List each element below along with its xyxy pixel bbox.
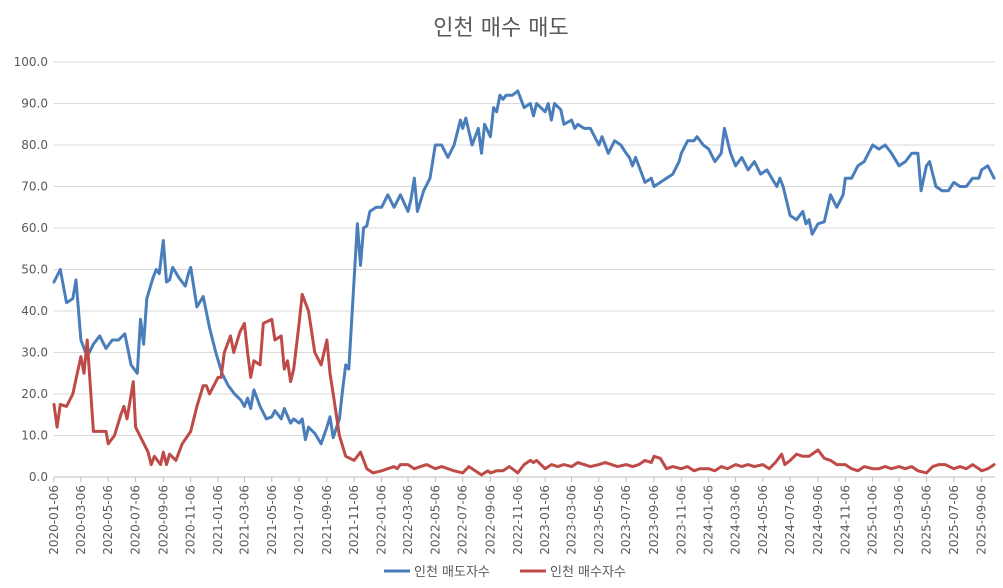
y-tick-label: 50.0: [21, 263, 48, 277]
x-tick-label: 2020-03-06: [74, 485, 88, 555]
x-tick-label: 2025-05-06: [919, 485, 933, 555]
x-tick-label: 2020-11-06: [184, 485, 198, 555]
y-tick-label: 80.0: [21, 138, 48, 152]
y-tick-label: 100.0: [14, 55, 48, 69]
y-axis: 0.0 10.0 20.0 30.0 40.0 50.0 60.0 70.0 80.0 90.0 1…: [14, 55, 995, 484]
y-tick-label: 70.0: [21, 180, 48, 194]
x-tick-label: 2021-11-06: [347, 485, 361, 555]
x-tick-label: 2023-03-06: [565, 485, 579, 555]
x-tick-label: 2025-09-06: [975, 485, 989, 555]
x-tick-label: 2023-09-06: [647, 485, 661, 555]
x-tick-label: 2022-01-06: [375, 485, 389, 555]
legend: 인천 매도자수 인천 매수자수: [384, 565, 626, 580]
x-tick-label: 2023-11-06: [674, 485, 688, 555]
x-tick-label: 2020-07-06: [129, 485, 143, 555]
x-tick-label: 2021-05-06: [265, 485, 279, 555]
x-tick-label: 2024-07-06: [783, 485, 797, 555]
x-tick-label: 2021-01-06: [211, 485, 225, 555]
x-tick-label: 2021-03-06: [237, 485, 251, 555]
x-tick-label: 2021-07-06: [292, 485, 306, 555]
x-tick-label: 2024-09-06: [811, 485, 825, 555]
x-tick-label: 2022-07-06: [456, 485, 470, 555]
x-tick-label: 2025-07-06: [947, 485, 961, 555]
series-group: [52, 89, 996, 477]
y-tick-label: 0.0: [29, 470, 48, 484]
x-tick-label: 2022-11-06: [511, 485, 525, 555]
x-tick-label: 2022-09-06: [483, 485, 497, 555]
x-tick-label: 2021-09-06: [320, 485, 334, 555]
y-tick-label: 30.0: [21, 346, 48, 360]
x-axis: 2020-01-06 2020-03-06 2020-05-06 2020-07-06…: [47, 477, 989, 555]
y-tick-label: 10.0: [21, 429, 48, 443]
series-line-2: [52, 292, 996, 477]
grid-lines: [54, 61, 995, 436]
x-tick-label: 2020-09-06: [156, 485, 170, 555]
x-tick-label: 2023-01-06: [538, 485, 552, 555]
x-tick-label: 2022-03-06: [401, 485, 415, 555]
x-tick-label: 2024-03-06: [729, 485, 743, 555]
x-tick-label: 2020-01-06: [47, 485, 61, 555]
legend-label-1: 인천 매도자수: [414, 565, 490, 580]
x-tick-label: 2022-05-06: [428, 485, 442, 555]
x-tick-label: 2024-05-06: [756, 485, 770, 555]
series-line-1: [52, 89, 996, 446]
x-tick-label: 2023-05-06: [592, 485, 606, 555]
x-tick-label: 2020-05-06: [101, 485, 115, 555]
chart-title: 인천 매수 매도: [433, 16, 568, 41]
y-tick-label: 60.0: [21, 221, 48, 235]
x-tick-label: 2023-07-06: [619, 485, 633, 555]
y-tick-label: 20.0: [21, 387, 48, 401]
x-tick-label: 2024-11-06: [838, 485, 852, 555]
x-tick-label: 2025-01-06: [866, 485, 880, 555]
x-tick-label: 2024-01-06: [702, 485, 716, 555]
legend-label-2: 인천 매수자수: [550, 565, 626, 580]
y-tick-label: 40.0: [21, 304, 48, 318]
y-tick-label: 90.0: [21, 97, 48, 111]
x-tick-label: 2025-03-06: [892, 485, 906, 555]
